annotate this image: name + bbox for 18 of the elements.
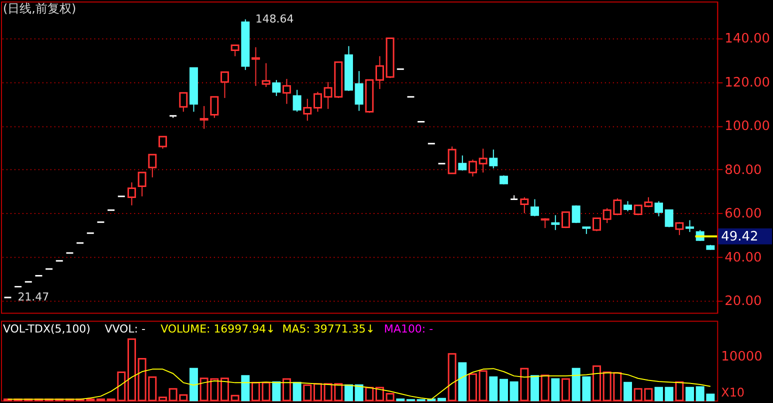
annotation: 148.64 (255, 12, 294, 26)
y-tick-label: 40.00 (724, 250, 762, 266)
y-tick-label: 120.00 (724, 75, 770, 90)
text: VVOL: - (104, 322, 146, 336)
y-tick-label: 20.00 (724, 294, 762, 310)
y-tick-label: 60.00 (724, 206, 762, 222)
chart-title: (日线,前复权) (2, 1, 76, 16)
text: MA100: - (384, 322, 434, 336)
text: X10 (721, 385, 745, 400)
text: 10000 (721, 350, 762, 365)
annotation: 21.47 (18, 290, 50, 304)
y-tick-label: 100.00 (724, 119, 770, 134)
y-tick-label: 80.00 (724, 162, 762, 178)
text: VOLUME: 16997.94↓ (160, 322, 276, 336)
text: MA5: 39771.35↓ (282, 322, 375, 336)
text: VOL-TDX(5,100) (2, 322, 90, 336)
y-tick-label: 140.00 (724, 32, 770, 47)
ref-line-label: 49.42 (721, 229, 758, 244)
